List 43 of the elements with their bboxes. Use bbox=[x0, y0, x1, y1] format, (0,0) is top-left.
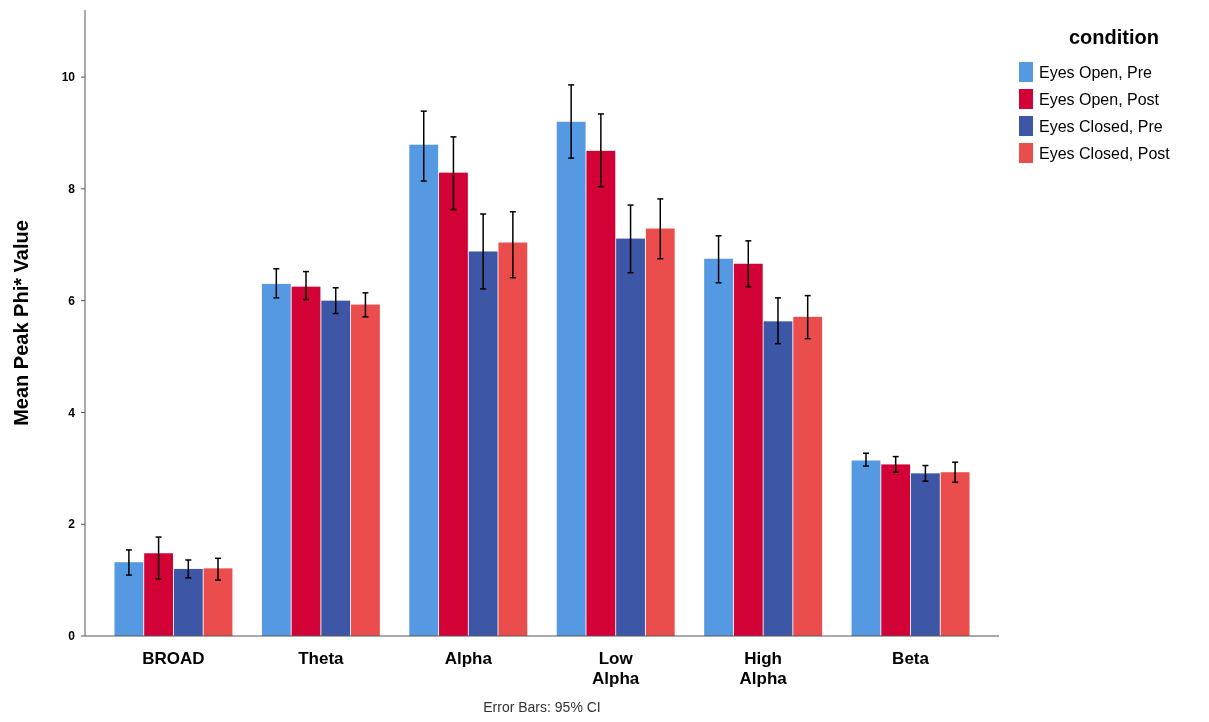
bar bbox=[261, 283, 291, 636]
y-axis-title: Mean Peak Phi* Value bbox=[10, 220, 32, 426]
x-tick-label: Beta bbox=[892, 649, 930, 668]
x-tick-label: Alpha bbox=[444, 649, 493, 668]
bar bbox=[704, 258, 733, 636]
bar bbox=[321, 300, 351, 636]
bar bbox=[173, 568, 203, 636]
legend-label: Eyes Closed, Post bbox=[1039, 144, 1171, 162]
legend-label: Eyes Open, Post bbox=[1039, 90, 1160, 108]
y-tick-label: 2 bbox=[68, 517, 76, 532]
bar bbox=[733, 263, 763, 636]
bar bbox=[851, 460, 881, 636]
x-tick-label: BROAD bbox=[142, 649, 205, 668]
bar bbox=[616, 238, 645, 636]
bar bbox=[586, 150, 616, 636]
bar bbox=[144, 553, 174, 636]
y-tick-label: 10 bbox=[61, 70, 76, 85]
x-tick-label: High Alpha bbox=[739, 649, 788, 688]
bar bbox=[468, 251, 498, 636]
y-tick-label: 0 bbox=[68, 629, 76, 644]
bar bbox=[203, 568, 233, 636]
bar bbox=[881, 464, 911, 636]
text: Error Bars: 95% CI bbox=[483, 699, 601, 715]
y-tick-label: 6 bbox=[68, 293, 76, 308]
bar bbox=[940, 472, 970, 636]
bar bbox=[645, 228, 675, 636]
bar bbox=[556, 121, 586, 636]
bar bbox=[351, 304, 380, 636]
legend-label: Eyes Open, Pre bbox=[1039, 63, 1153, 81]
bar bbox=[291, 286, 321, 636]
x-tick-label: Low Alpha bbox=[592, 649, 640, 688]
legend-title: condition bbox=[1069, 26, 1159, 48]
bar bbox=[409, 144, 439, 636]
bar bbox=[910, 473, 940, 636]
bar bbox=[793, 316, 823, 636]
bar bbox=[498, 242, 528, 636]
legend-label: Eyes Closed, Pre bbox=[1039, 117, 1163, 135]
bar bbox=[114, 562, 144, 636]
y-tick-label: 8 bbox=[68, 182, 76, 197]
bar bbox=[439, 172, 468, 636]
x-tick-label: Theta bbox=[298, 649, 345, 668]
bar bbox=[763, 321, 793, 636]
y-tick-label: 4 bbox=[68, 405, 76, 420]
